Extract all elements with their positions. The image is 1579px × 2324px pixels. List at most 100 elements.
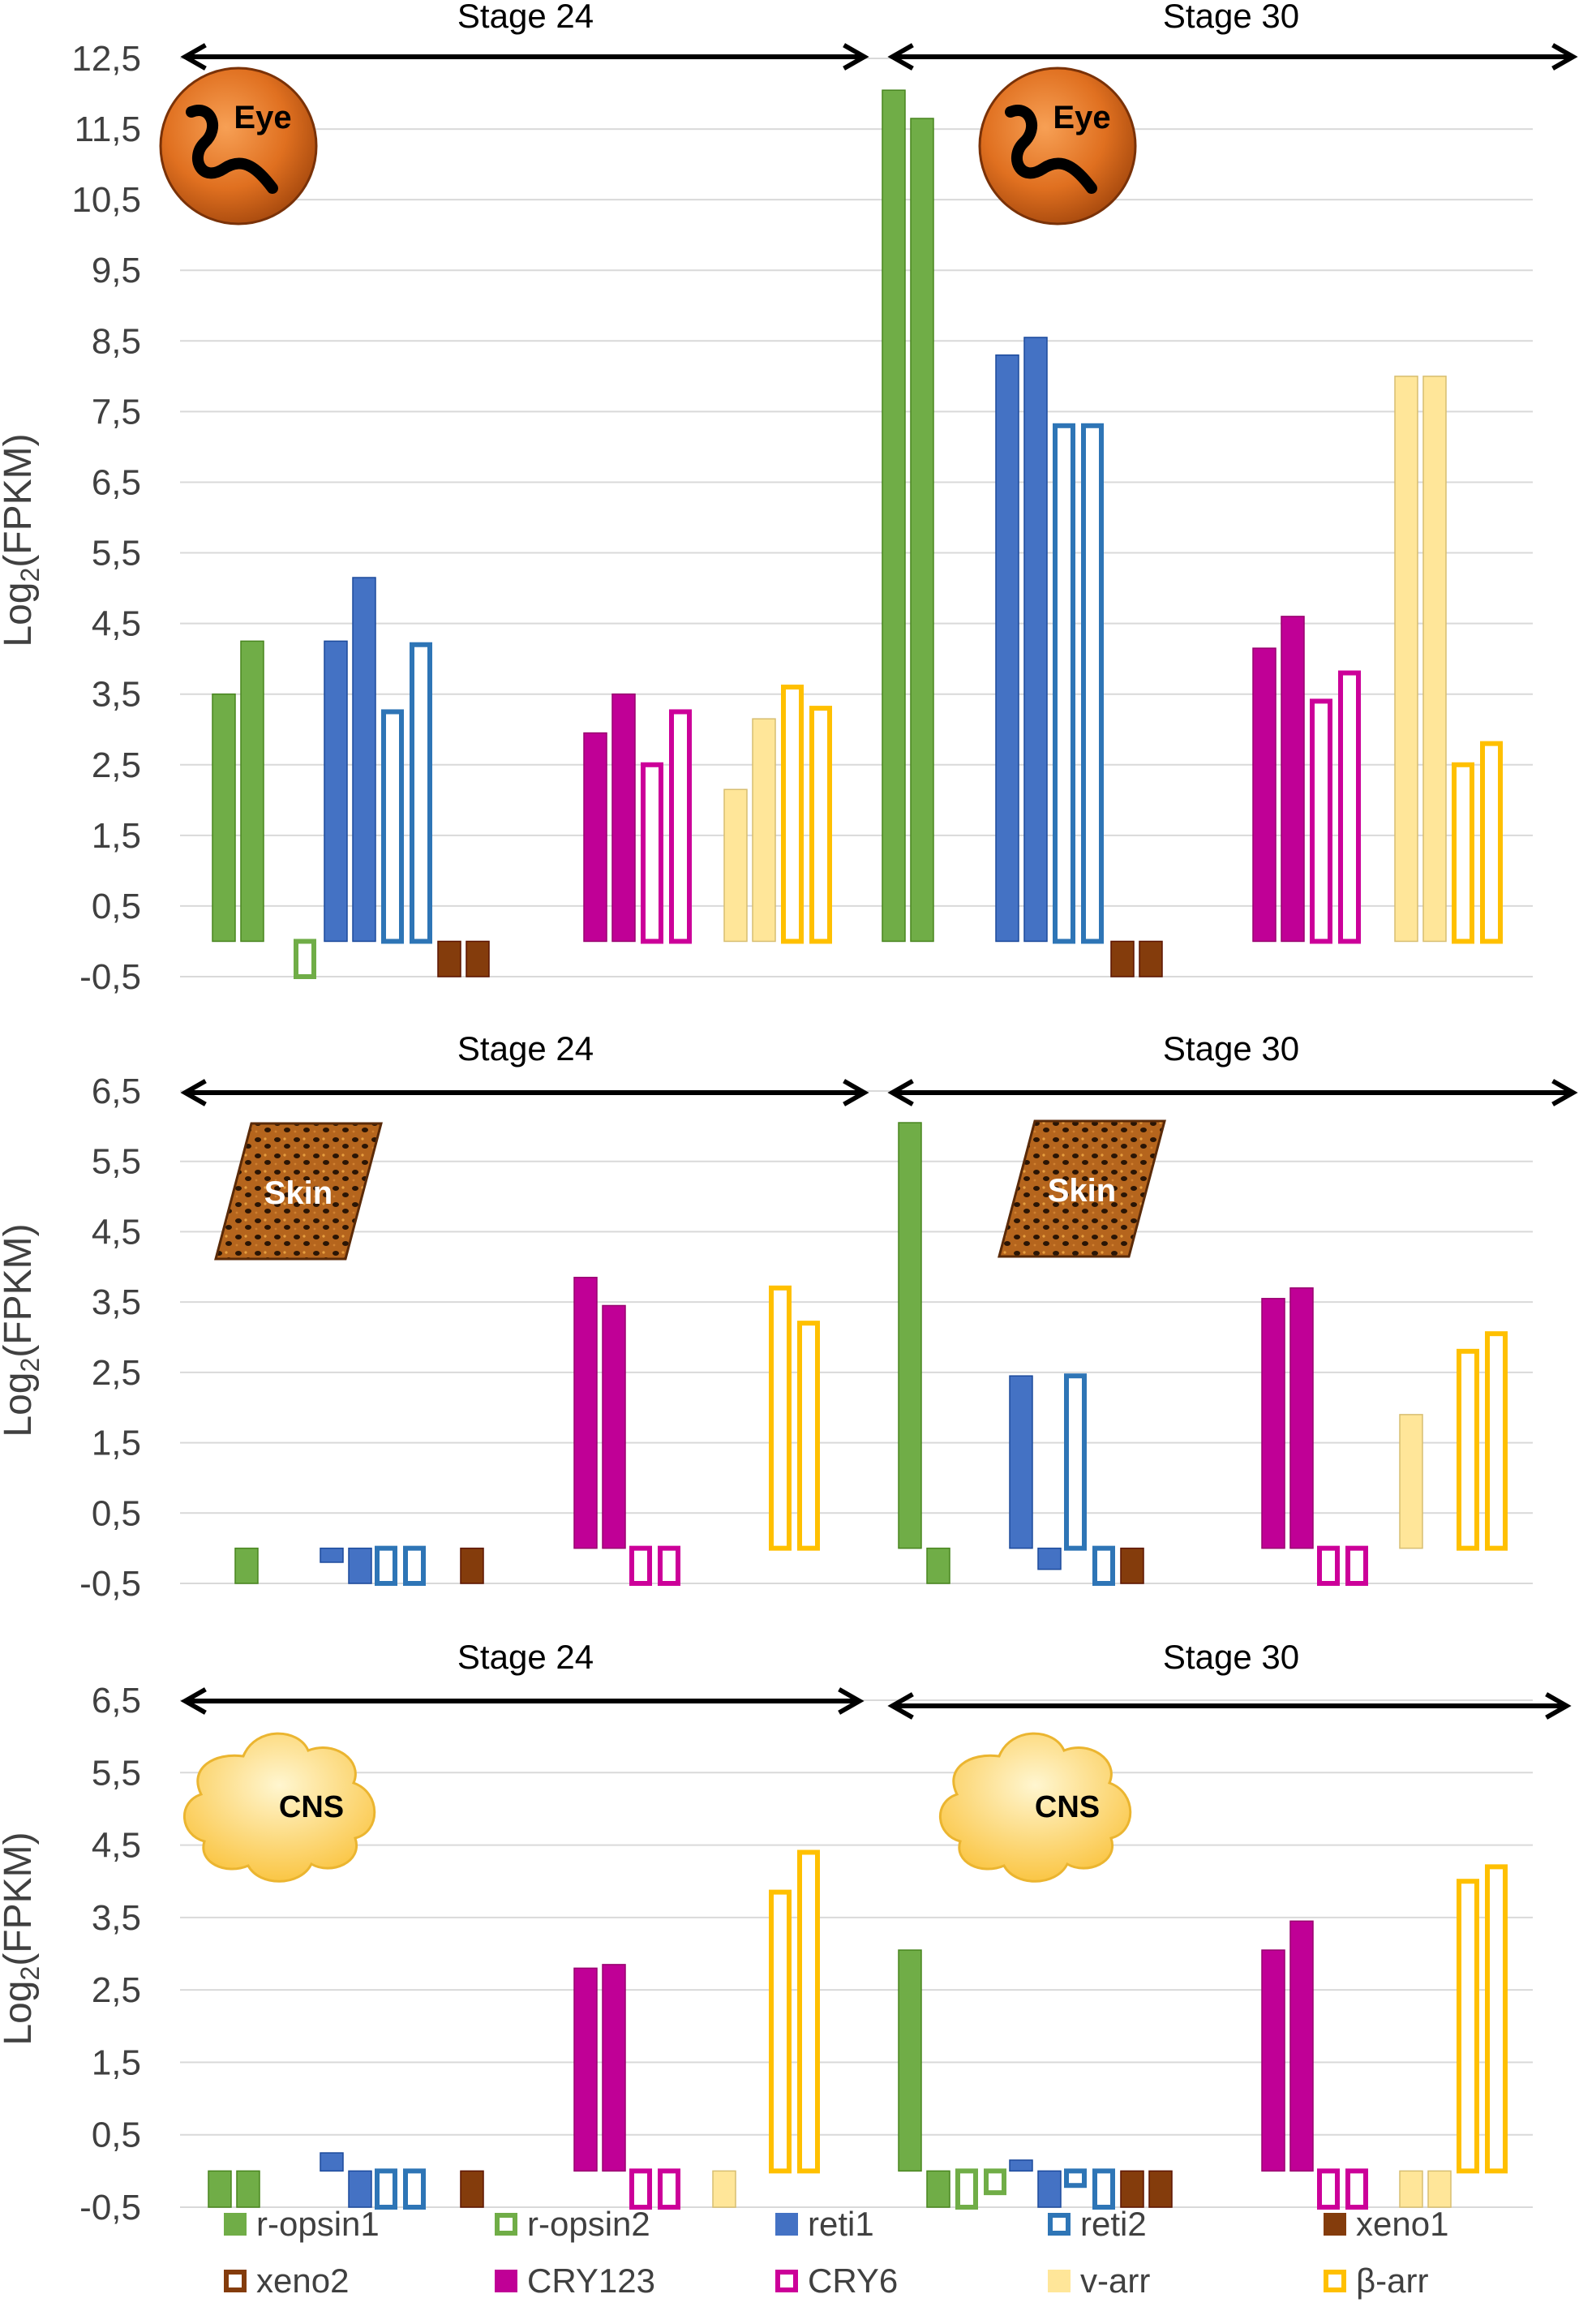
cns-bar-v-arr [1399,2170,1423,2208]
skin-y-tick-label: 5,5 [92,1142,141,1182]
legend-label: CRY6 [808,2262,898,2300]
legend-label: r-opsin2 [527,2205,650,2243]
cns-y-ticks: 6,5 5,5 4,5 3,5 2,5 1,5 0,5 -0,5 [79,1681,141,2227]
eye-y-tick-label: 3,5 [92,675,141,715]
cns-bar-CRY123 [602,1964,626,2172]
eye-gridlines [180,58,1533,977]
cns-bar-reti1 [320,2152,344,2172]
skin-icon-stage30: Skin [998,1119,1166,1258]
skin-y-tick-label: 6,5 [92,1072,141,1111]
cns-bar-CRY6 [658,2168,680,2210]
legend-swatch [775,2213,798,2236]
cns-bar-reti1 [1009,2159,1033,2172]
cns-y-tick-label: 1,5 [92,2043,141,2082]
cns-icon-stage24: CNS [182,1732,376,1883]
skin-bar-beta-arr [1457,1348,1479,1551]
cns-bar-CRY123 [1261,1949,1285,2172]
eye-bar-r-opsin2 [294,939,316,980]
cns-y-tick-label: 2,5 [92,1970,141,2010]
cns-y-tick-label: 6,5 [92,1681,141,1720]
skin-bar-CRY6 [658,1545,680,1586]
cns-bar-reti2 [1092,2168,1115,2210]
eye-y-tick-label: 12,5 [71,39,141,79]
cns-bar-reti2 [403,2168,426,2210]
legend-swatch [224,2270,247,2292]
cns-stage30-label: Stage 30 [1163,1638,1299,1676]
cns-y-axis-label: Log2(FPKM) [0,1832,45,2045]
eye-bar-reti1 [324,640,348,943]
eye-y-ticks: 12,5 11,5 10,5 9,5 8,5 7,5 6,5 5,5 4,5 3,5 2,5 1,5 0… [71,39,141,997]
cns-bar-beta-arr [797,1849,820,2174]
skin-bar-beta-arr [1485,1331,1508,1551]
skin-bar-r-opsin1 [926,1547,950,1584]
legend: r-opsin1 r-opsin2 reti1 reti2 xeno1 xeno2 CRY1… [224,2205,1448,2300]
eye-bar-v-arr [752,718,776,943]
legend-label: r-opsin1 [256,2205,380,2243]
eye-bar-reti1 [1023,337,1048,943]
skin-bar-CRY123 [573,1277,598,1549]
cns-bar-beta-arr [769,1889,792,2174]
eye-y-tick-label: 8,5 [92,321,141,361]
eye-icon-stage24: Eye [159,67,318,226]
eye-bar-r-opsin1 [910,118,934,943]
eye-y-tick-label: 7,5 [92,392,141,432]
eye-y-tick-label: 9,5 [92,251,141,290]
skin-y-tick-label: 2,5 [92,1353,141,1393]
skin-bar-CRY6 [1345,1545,1368,1586]
eye-bar-v-arr [1422,376,1447,943]
cns-bar-CRY6 [1345,2168,1368,2210]
skin-bar-CRY123 [1289,1287,1314,1549]
cns-bar-CRY6 [1317,2168,1340,2210]
legend-swatch [1324,2270,1346,2292]
legend-swatch [224,2213,247,2236]
eye-y-tick-label: -0,5 [79,957,141,997]
skin-y-axis-label: Log2(FPKM) [0,1223,45,1437]
legend-swatch [1048,2213,1071,2236]
eye-bar-reti2 [410,642,432,944]
cns-bar-xeno1 [1120,2170,1144,2208]
skin-icon-label: Skin [264,1175,333,1211]
eye-bar-CRY123 [1281,616,1305,943]
cns-bar-beta-arr [1485,1864,1508,2174]
skin-gridlines [180,1090,1533,1584]
cns-panel: Stage 24 Stage 30 Log2(FPKM) CNS CNS 6,5… [0,1638,1572,2227]
eye-bar-xeno1 [1139,940,1163,977]
cns-icon-label: CNS [1035,1790,1100,1824]
cns-bar-r-opsin2 [955,2168,978,2210]
cns-icon-stage30: CNS [938,1732,1132,1883]
eye-bar-beta-arr [1480,741,1503,944]
cns-bar-CRY123 [1289,1920,1314,2172]
legend-label: β-arr [1356,2262,1428,2300]
skin-bars [234,1122,1508,1586]
eye-bar-reti2 [1081,423,1104,944]
eye-y-tick-label: 5,5 [92,534,141,573]
eye-bar-xeno1 [437,940,461,977]
cns-bars [208,1849,1508,2210]
eye-bar-r-opsin1 [212,693,236,943]
eye-bar-CRY123 [611,693,636,943]
cns-bar-r-opsin1 [208,2170,232,2208]
eye-y-tick-label: 4,5 [92,604,141,644]
eye-icon-stage30: Eye [978,67,1137,226]
cns-bar-r-opsin1 [926,2170,950,2208]
eye-y-tick-label: 11,5 [75,110,141,149]
skin-y-tick-label: 0,5 [92,1493,141,1533]
cns-y-tick-label: 4,5 [92,1826,141,1866]
skin-bar-reti1 [348,1547,372,1584]
eye-stage30-label: Stage 30 [1163,0,1299,35]
eye-bar-CRY6 [1338,670,1361,944]
eye-y-tick-label: 2,5 [92,745,141,785]
eye-bar-reti1 [352,577,376,943]
eye-y-tick-label: 0,5 [92,887,141,926]
skin-icon-label: Skin [1048,1173,1116,1209]
eye-bar-xeno1 [466,940,490,977]
eye-panel: Stage 24 Stage 30 Log2(FPKM) Eye Eye 12,… [0,0,1578,997]
legend-label: v-arr [1080,2262,1150,2300]
skin-bar-beta-arr [797,1321,820,1551]
skin-bar-beta-arr [769,1285,792,1551]
legend-label: CRY123 [527,2262,655,2300]
eye-bar-CRY6 [641,762,663,944]
cns-bar-xeno1 [1148,2170,1173,2208]
cns-bar-v-arr [712,2170,736,2208]
